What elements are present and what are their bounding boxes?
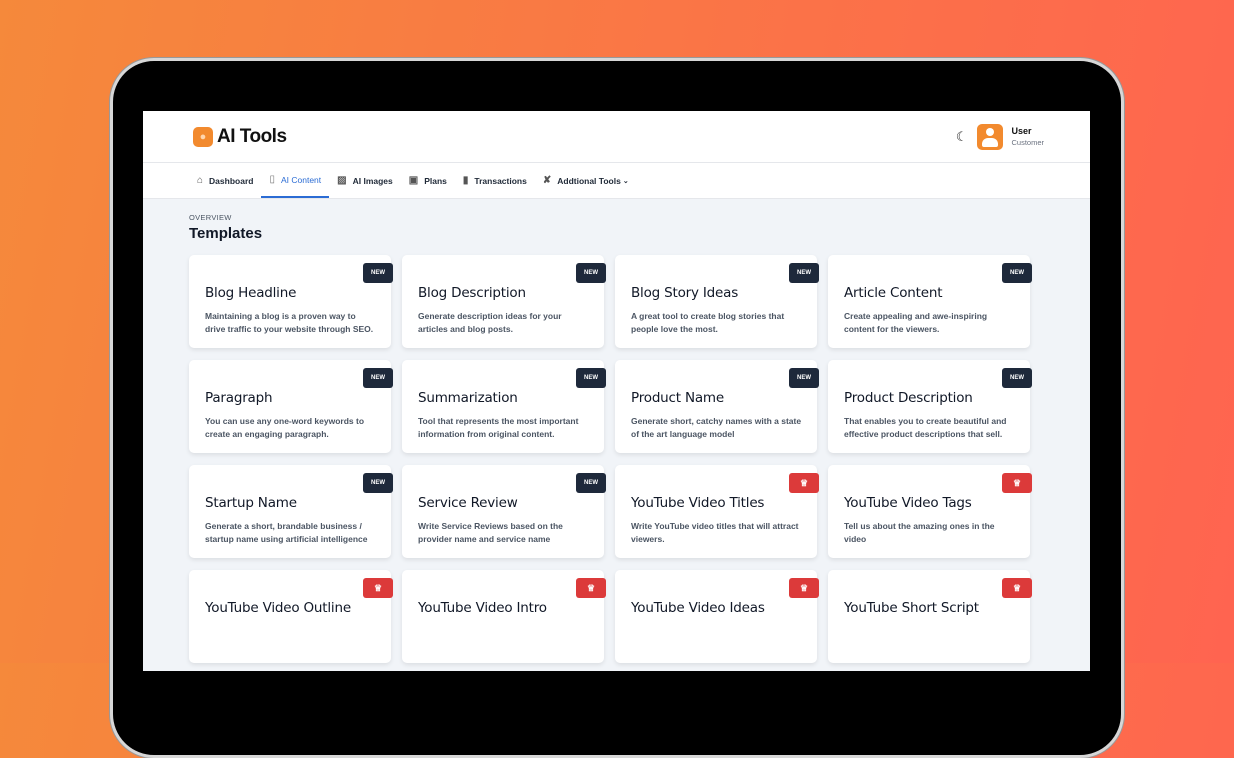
template-description: Maintaining a blog is a proven way to dr… bbox=[205, 311, 374, 334]
page-title: Templates bbox=[189, 225, 263, 242]
template-card[interactable]: NEW Article Content Create appealing and a… bbox=[828, 255, 1032, 348]
logo[interactable]: ● AI Tools bbox=[193, 126, 287, 148]
template-card[interactable]: NEW Service Review Write Service Reviews b… bbox=[402, 465, 606, 558]
moon-icon[interactable]: ☾ bbox=[955, 128, 968, 144]
app-screen: ● AI Tools ☾ User Customer ⌂ Dashboard ▯ AI… bbox=[143, 111, 1090, 671]
crown-icon: ♕ bbox=[576, 578, 606, 598]
nav-label: AI Content bbox=[280, 174, 322, 185]
new-badge: NEW bbox=[576, 473, 606, 493]
chevron-down-icon: ⌄ bbox=[622, 177, 629, 185]
user-role: Customer bbox=[1011, 138, 1044, 147]
nav-item-dashboard[interactable]: ⌂ Dashboard bbox=[189, 163, 261, 198]
crown-icon: ♕ bbox=[1002, 578, 1032, 598]
template-card[interactable]: NEW Blog Headline Maintaining a blog is a … bbox=[189, 255, 393, 348]
new-badge: NEW bbox=[789, 368, 819, 388]
template-card[interactable]: ♕ YouTube Video Titles Write YouTube video… bbox=[615, 465, 819, 558]
template-description: Write YouTube video titles that will att… bbox=[631, 521, 799, 544]
template-description: That enables you to create beautiful and… bbox=[844, 416, 1007, 439]
template-title: Startup Name bbox=[205, 495, 297, 511]
template-card[interactable]: NEW Summarization Tool that represents the… bbox=[402, 360, 606, 453]
page-eyebrow: OVERVIEW bbox=[189, 213, 232, 222]
nav-item-ai-images[interactable]: ▨ AI Images bbox=[329, 163, 401, 198]
template-description: Generate description ideas for your arti… bbox=[418, 311, 562, 334]
nav-item-ai-content[interactable]: ▯ AI Content bbox=[261, 163, 330, 198]
main-content: OVERVIEW Templates NEW Blog Headline Maint… bbox=[143, 199, 1090, 663]
image-icon: ▨ bbox=[337, 175, 347, 186]
tools-icon: ✘ bbox=[542, 175, 552, 186]
template-title: YouTube Video Titles bbox=[631, 495, 765, 511]
template-title: Blog Story Ideas bbox=[631, 285, 739, 301]
template-card[interactable]: ♕ YouTube Video Tags Tell us about the ama… bbox=[828, 465, 1032, 558]
template-description: Generate a short, brandable business / s… bbox=[205, 521, 368, 544]
new-badge: NEW bbox=[363, 473, 393, 493]
template-card[interactable]: ♕ YouTube Video Intro bbox=[402, 570, 606, 663]
template-card[interactable]: ♕ YouTube Video Outline bbox=[189, 570, 393, 663]
template-card[interactable]: ♕ YouTube Short Script bbox=[828, 570, 1032, 663]
templates-grid: NEW Blog Headline Maintaining a blog is a … bbox=[189, 255, 1032, 663]
template-description: A great tool to create blog stories that… bbox=[631, 311, 785, 334]
template-card[interactable]: NEW Startup Name Generate a short, brandab… bbox=[189, 465, 393, 558]
template-card[interactable]: NEW Product Description That enables you t… bbox=[828, 360, 1032, 453]
template-description: Create appealing and awe-inspiring conte… bbox=[844, 311, 988, 334]
plans-icon: ▣ bbox=[408, 175, 419, 186]
template-title: Blog Description bbox=[418, 285, 526, 301]
new-badge: NEW bbox=[1002, 368, 1032, 388]
new-badge: NEW bbox=[363, 368, 393, 388]
nav-label: Addtional Tools bbox=[557, 175, 621, 186]
template-card[interactable]: NEW Paragraph You can use any one-word key… bbox=[189, 360, 393, 453]
template-title: Product Description bbox=[844, 390, 973, 406]
nav-item-transactions[interactable]: ▮ Transactions bbox=[455, 163, 535, 198]
new-badge: NEW bbox=[363, 263, 393, 283]
template-card[interactable]: NEW Product Name Generate short, catchy na… bbox=[615, 360, 819, 453]
user-name: User bbox=[1011, 126, 1032, 136]
template-description: You can use any one-word keywords to cre… bbox=[205, 416, 365, 439]
user-area: ☾ User Customer bbox=[955, 123, 1044, 150]
nav-item-plans[interactable]: ▣ Plans bbox=[401, 163, 455, 198]
crown-icon: ♕ bbox=[789, 578, 819, 598]
template-card[interactable]: ♕ YouTube Video Ideas bbox=[615, 570, 819, 663]
nav-label: Plans bbox=[424, 175, 447, 186]
avatar[interactable] bbox=[977, 123, 1004, 150]
template-description: Generate short, catchy names with a stat… bbox=[631, 416, 802, 439]
nav-label: Dashboard bbox=[209, 175, 254, 186]
receipt-icon: ▮ bbox=[462, 175, 469, 186]
main-nav: ⌂ Dashboard ▯ AI Content ▨ AI Images ▣ Plans ▮ Tr… bbox=[143, 163, 1090, 199]
template-card[interactable]: NEW Blog Story Ideas A great tool to creat… bbox=[615, 255, 819, 348]
nav-label: AI Images bbox=[352, 175, 393, 186]
template-description: Write Service Reviews based on the provi… bbox=[418, 521, 563, 544]
crown-icon: ♕ bbox=[789, 473, 819, 493]
lightbulb-icon: ● bbox=[193, 126, 213, 147]
template-title: YouTube Video Intro bbox=[418, 600, 547, 616]
new-badge: NEW bbox=[789, 263, 819, 283]
template-title: YouTube Video Outline bbox=[205, 600, 351, 616]
home-icon: ⌂ bbox=[197, 175, 204, 186]
document-icon: ▯ bbox=[269, 174, 275, 185]
nav-label: Transactions bbox=[474, 175, 527, 186]
template-description: Tell us about the amazing ones in the vi… bbox=[844, 521, 995, 544]
template-title: YouTube Video Ideas bbox=[631, 600, 765, 616]
crown-icon: ♕ bbox=[1002, 473, 1032, 493]
user-info[interactable]: User Customer bbox=[1011, 126, 1044, 147]
template-description: Tool that represents the most important … bbox=[418, 416, 579, 439]
template-title: Paragraph bbox=[205, 390, 273, 406]
template-title: Product Name bbox=[631, 390, 724, 406]
nav-item-addtional-tools[interactable]: ✘ Addtional Tools ⌄ bbox=[535, 163, 637, 198]
template-title: Blog Headline bbox=[205, 285, 297, 301]
header: ● AI Tools ☾ User Customer bbox=[143, 111, 1090, 163]
template-title: Summarization bbox=[418, 390, 518, 406]
crown-icon: ♕ bbox=[363, 578, 393, 598]
new-badge: NEW bbox=[576, 263, 606, 283]
app-name: AI Tools bbox=[217, 125, 287, 147]
new-badge: NEW bbox=[1002, 263, 1032, 283]
template-title: Service Review bbox=[418, 495, 518, 511]
new-badge: NEW bbox=[576, 368, 606, 388]
template-card[interactable]: NEW Blog Description Generate description … bbox=[402, 255, 606, 348]
template-title: YouTube Video Tags bbox=[844, 495, 972, 511]
template-title: YouTube Short Script bbox=[844, 600, 979, 616]
template-title: Article Content bbox=[844, 285, 943, 301]
